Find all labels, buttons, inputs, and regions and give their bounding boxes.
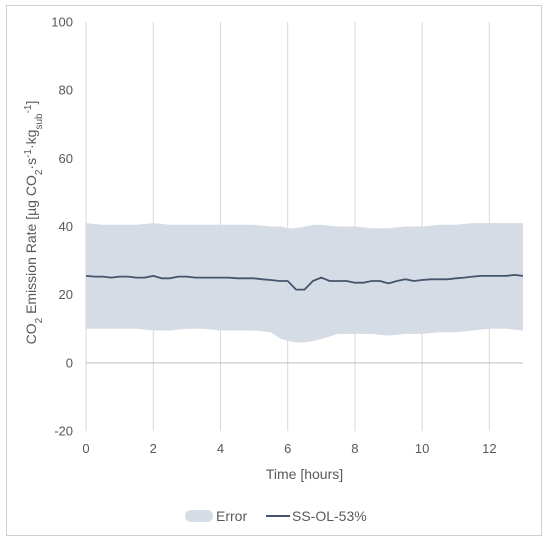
x-tick-label: 4 <box>217 441 224 456</box>
line-chart: -20 0 20 40 60 80 100 0 2 4 6 8 10 12 Time [hours] CO… <box>23 15 524 524</box>
error-band-layer <box>86 223 523 343</box>
y-tick-label: -20 <box>54 424 73 439</box>
y-tick-label: 20 <box>59 287 73 302</box>
x-tick-label: 2 <box>150 441 157 456</box>
legend: Error SS-OL-53% <box>185 508 367 524</box>
legend-swatch-error <box>185 510 213 522</box>
series-line-layer <box>85 273 524 291</box>
x-tick-label: 6 <box>284 441 291 456</box>
y-tick-label: 0 <box>66 355 73 370</box>
x-axis-title: Time [hours] <box>266 466 343 482</box>
x-tick-label: 8 <box>351 441 358 456</box>
y-tick-label: 40 <box>59 219 73 234</box>
y-tick-label: 100 <box>51 15 73 30</box>
y-axis-title: CO2 Emission Rate [µg CO2·s-1·kgsub-1] <box>23 101 45 345</box>
x-tick-label: 12 <box>482 441 496 456</box>
legend-label-ss-ol-53: SS-OL-53% <box>292 508 367 524</box>
series-line-ss-ol-53 <box>85 273 524 291</box>
tick-labels: -20 0 20 40 60 80 100 0 2 4 6 8 10 12 <box>51 15 496 457</box>
x-tick-label: 0 <box>82 441 89 456</box>
error-band <box>86 223 523 343</box>
chart-frame: -20 0 20 40 60 80 100 0 2 4 6 8 10 12 Time [hours] CO… <box>6 5 542 536</box>
legend-label-error: Error <box>216 508 247 524</box>
y-tick-label: 80 <box>59 83 73 98</box>
x-tick-label: 10 <box>415 441 429 456</box>
y-tick-label: 60 <box>59 151 73 166</box>
